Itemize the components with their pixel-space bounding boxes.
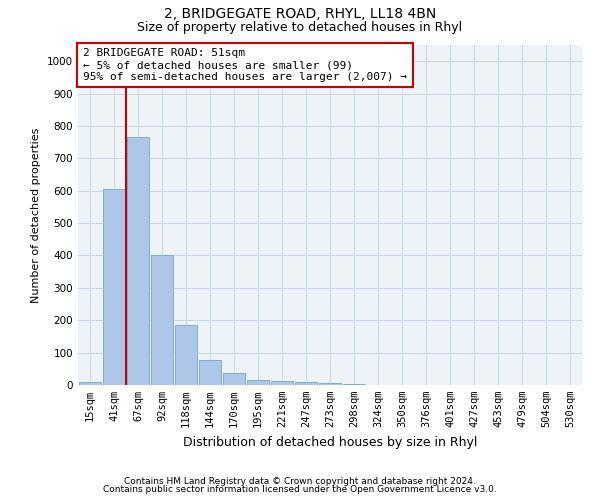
Bar [103, 189, 125, 385]
Text: 2, BRIDGEGATE ROAD, RHYL, LL18 4BN: 2, BRIDGEGATE ROAD, RHYL, LL18 4BN [164, 8, 436, 22]
X-axis label: Distribution of detached houses by size in Rhyl: Distribution of detached houses by size … [183, 436, 477, 448]
Bar [199, 360, 221, 385]
Bar [127, 138, 149, 385]
Bar [79, 382, 101, 385]
Text: 2 BRIDGEGATE ROAD: 51sqm
← 5% of detached houses are smaller (99)
95% of semi-de: 2 BRIDGEGATE ROAD: 51sqm ← 5% of detache… [83, 48, 407, 82]
Bar [295, 382, 317, 385]
Bar [319, 384, 341, 385]
Bar [271, 381, 293, 385]
Text: Contains public sector information licensed under the Open Government Licence v3: Contains public sector information licen… [103, 485, 497, 494]
Bar [343, 384, 365, 385]
Bar [247, 380, 269, 385]
Y-axis label: Number of detached properties: Number of detached properties [31, 128, 41, 302]
Bar [175, 325, 197, 385]
Bar [223, 372, 245, 385]
Text: Contains HM Land Registry data © Crown copyright and database right 2024.: Contains HM Land Registry data © Crown c… [124, 477, 476, 486]
Text: Size of property relative to detached houses in Rhyl: Size of property relative to detached ho… [137, 21, 463, 34]
Bar [151, 256, 173, 385]
